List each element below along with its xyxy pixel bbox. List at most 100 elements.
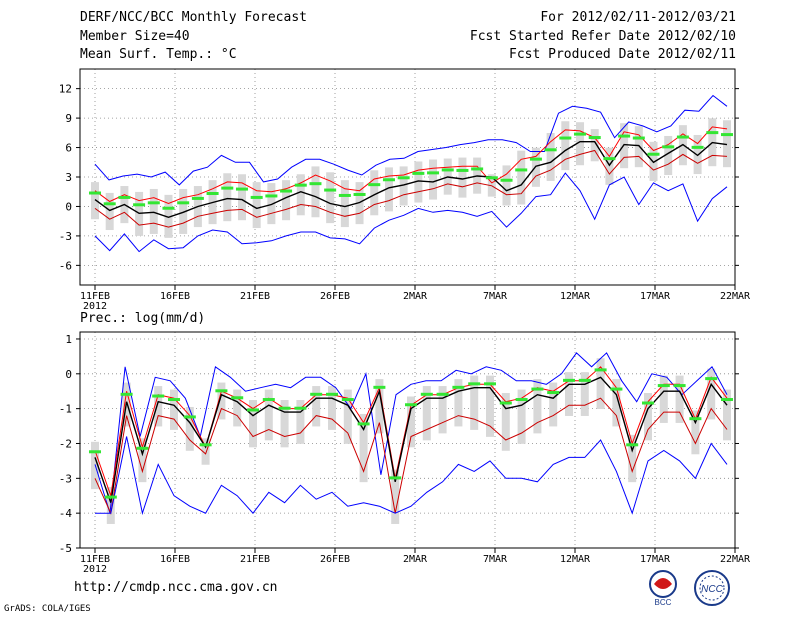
spread-bar	[217, 382, 226, 420]
x-tick-year: 2012	[83, 564, 107, 575]
x-tick-label: 7MAR	[483, 554, 508, 565]
ensemble-marker	[515, 168, 528, 172]
spread-bar	[384, 167, 393, 212]
spread-bar	[343, 389, 352, 444]
ensemble-marker	[626, 443, 639, 447]
spread-bar	[328, 386, 336, 430]
ensemble-marker	[673, 384, 686, 388]
ensemble-marker	[104, 495, 117, 499]
x-tick-label: 26FEB	[320, 291, 350, 302]
spread-bar	[546, 133, 555, 181]
ensemble-marker	[265, 194, 278, 198]
spread-bar	[375, 379, 384, 434]
spread-bar	[422, 386, 431, 441]
x-tick-label: 11FEB	[80, 554, 110, 565]
spread-bar	[580, 372, 589, 416]
y-tick-label: 0	[65, 200, 72, 213]
chart-title: DERF/NCC/BCC Monthly Forecast	[80, 10, 307, 25]
svg-text:NCC: NCC	[701, 584, 723, 595]
x-tick-label: 22MAR	[720, 554, 751, 565]
series-line-min	[95, 436, 728, 516]
ensemble-marker	[662, 145, 675, 149]
variable-label: Mean Surf. Temp.: °C	[80, 47, 237, 62]
ensemble-marker	[456, 168, 469, 172]
spread-bar	[326, 172, 335, 224]
spread-bar	[707, 368, 716, 420]
ensemble-marker	[162, 206, 175, 210]
y-tick-label: 3	[65, 171, 72, 184]
series-line-max	[94, 94, 728, 186]
ensemble-marker	[657, 384, 670, 388]
x-tick-label: 17MAR	[640, 554, 671, 565]
produced-date: Fcst Produced Date 2012/02/11	[509, 47, 736, 62]
spread-bar	[675, 375, 684, 423]
refer-date: Fcst Started Refer Date 2012/02/10	[469, 29, 736, 44]
ensemble-marker	[420, 392, 433, 396]
ensemble-marker	[705, 377, 718, 381]
ensemble-marker	[357, 422, 370, 426]
spread-bar	[264, 389, 273, 441]
ensemble-marker	[89, 450, 101, 454]
spread-bar	[501, 393, 510, 451]
source-url[interactable]: http://cmdp.ncc.cma.gov.cn	[74, 580, 278, 595]
spread-bar	[370, 170, 379, 216]
spread-bar	[549, 382, 558, 427]
spread-bar	[576, 122, 585, 166]
ensemble-marker	[578, 378, 591, 382]
ensemble-marker	[177, 201, 190, 205]
ensemble-marker	[89, 191, 101, 195]
forecast-period: For 2012/02/11-2012/03/21	[540, 10, 736, 25]
ensemble-marker	[706, 131, 719, 135]
plot-frame	[79, 331, 736, 549]
ensemble-marker	[215, 389, 228, 393]
spread-bar	[470, 375, 479, 430]
ensemble-marker	[250, 195, 263, 199]
ensemble-marker	[618, 134, 631, 138]
spread-bar	[517, 389, 526, 444]
spread-bar	[149, 188, 158, 234]
ensemble-marker	[247, 408, 259, 412]
x-tick-label: 21FEB	[240, 554, 270, 565]
ensemble-marker	[500, 178, 513, 182]
spread-bar	[170, 389, 178, 430]
y-tick-label: 0	[65, 368, 72, 381]
ensemble-marker	[382, 178, 395, 182]
spread-bar	[201, 438, 210, 465]
ensemble-marker	[310, 392, 323, 396]
spread-bar	[311, 166, 320, 218]
ensemble-marker	[531, 387, 544, 391]
ensemble-marker	[563, 378, 575, 382]
ensemble-marker	[231, 396, 244, 400]
spread-bar	[565, 372, 573, 416]
bcc-logo: BCC	[649, 570, 677, 607]
spread-bar	[612, 379, 621, 427]
ensemble-marker	[294, 183, 307, 187]
x-tick-label: 16FEB	[160, 291, 190, 302]
ensemble-marker	[427, 171, 440, 175]
ensemble-marker	[397, 176, 410, 180]
spread-bar	[312, 386, 321, 427]
spread-bar	[596, 358, 605, 409]
spread-bar	[644, 393, 652, 441]
ensemble-marker	[642, 401, 654, 405]
ensemble-marker	[547, 391, 560, 395]
y-tick-label: -5	[59, 542, 72, 555]
spread-bar	[296, 174, 305, 216]
spread-bar	[154, 386, 163, 427]
ensemble-marker	[468, 382, 481, 386]
ensemble-marker	[338, 193, 351, 197]
x-tick-label: 12MAR	[560, 554, 591, 565]
series-line-lower	[94, 149, 728, 228]
ensemble-marker	[485, 176, 498, 180]
ensemble-marker	[147, 201, 160, 205]
ncc-logo: NCC	[694, 570, 730, 606]
ensemble-marker	[368, 183, 381, 187]
spread-bar	[105, 192, 114, 231]
ensemble-marker	[452, 385, 465, 389]
ensemble-marker	[373, 385, 386, 389]
spread-bar	[267, 183, 276, 225]
spread-bar	[185, 406, 194, 451]
